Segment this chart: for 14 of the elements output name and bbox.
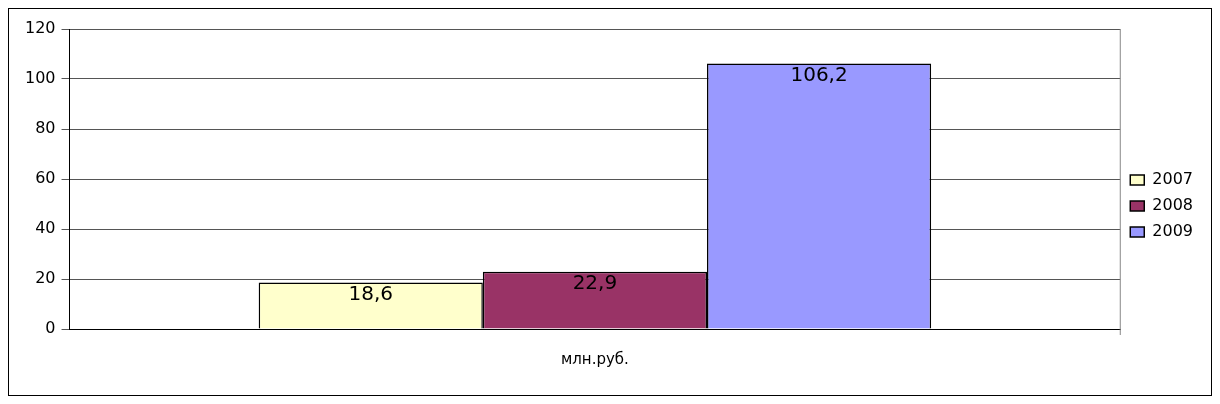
y-tick-label: 100	[24, 68, 56, 88]
y-tick-label: 80	[35, 118, 56, 138]
data-label: 18,6	[348, 280, 394, 305]
legend-label: 2007	[1152, 169, 1193, 189]
data-label: 22,9	[572, 269, 618, 294]
data-label: 106,2	[790, 61, 848, 86]
y-tick-label: 20	[35, 268, 56, 288]
legend-label: 2009	[1152, 221, 1193, 241]
legend-label: 2008	[1152, 195, 1193, 215]
y-tick-label: 120	[24, 18, 56, 38]
y-tick-label: 40	[35, 218, 56, 238]
x-tick-label: млн.руб.	[560, 349, 629, 368]
y-tick-label: 60	[35, 168, 56, 188]
y-tick-label: 0	[45, 318, 56, 338]
